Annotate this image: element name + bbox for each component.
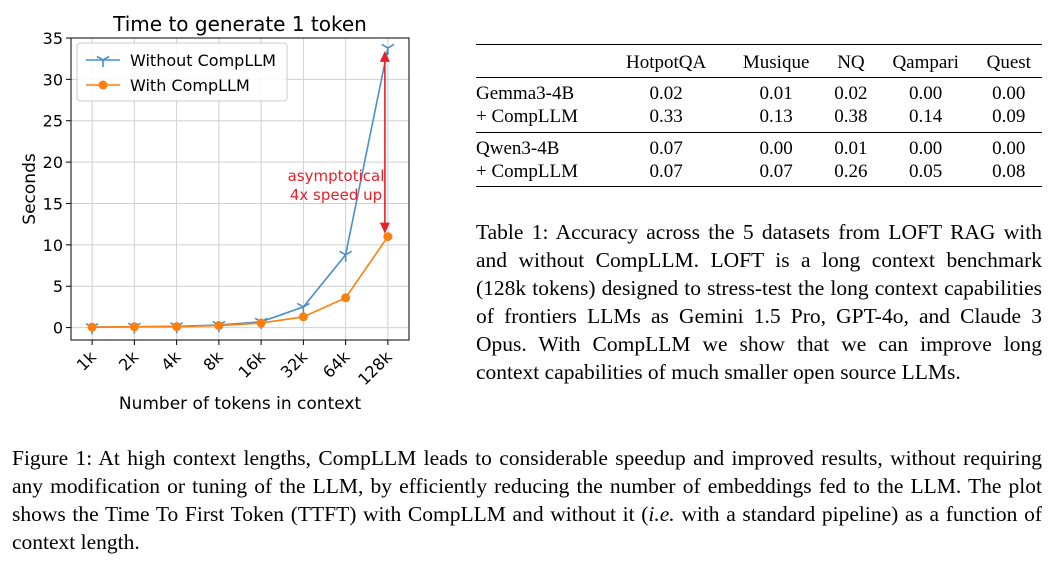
legend-label: Without CompLLM (130, 51, 276, 70)
table-cell: 0.00 (992, 83, 1026, 104)
y-axis-label: Seconds (20, 153, 40, 225)
table-header-cell: Qampari (875, 44, 976, 78)
y-tick-label: 30 (43, 70, 63, 89)
chart-title: Time to generate 1 token (112, 12, 367, 36)
legend-marker (98, 80, 108, 90)
data-point (256, 318, 266, 328)
data-point (172, 322, 182, 332)
table-cell: 0.07 (726, 160, 826, 187)
table-header-cell (476, 44, 606, 78)
data-point (214, 321, 224, 331)
table-cell: 0.00 (875, 132, 976, 160)
figure-caption-text: Figure 1: At high context lengths, CompL… (12, 446, 1042, 526)
table-cell: 0.38 (834, 106, 868, 127)
table-row: Qwen3-4B 0.07 0.00 0.01 0.00 0.00 (476, 132, 1042, 160)
figure-caption-text-end: with a standard pipeline) as a function … (12, 502, 1042, 554)
data-point (129, 322, 139, 332)
model-name-cell: Qwen3-4B (476, 132, 606, 160)
table-cell: 0.00 (726, 132, 826, 160)
table-header-cell: NQ (826, 44, 876, 78)
plot-frame (70, 37, 410, 341)
table-header-cell: Quest (975, 44, 1042, 78)
legend-item: With CompLLM (86, 76, 250, 95)
x-tick-label: 32k (277, 347, 312, 382)
table-header-cell: HotpotQA (606, 44, 727, 78)
y-tick-label: 35 (43, 29, 63, 48)
table-header-row: HotpotQA Musique NQ Qampari Quest (476, 44, 1042, 78)
series-group (85, 43, 395, 335)
table-row: + CompLLM 0.07 0.07 0.26 0.05 0.08 (476, 160, 1042, 187)
x-tick-label: 2k (115, 347, 143, 375)
y-tick-label: 20 (43, 153, 63, 172)
y-tick-label: 10 (43, 236, 63, 255)
x-tick-label: 128k (354, 347, 396, 389)
results-table-container: HotpotQA Musique NQ Qampari Quest Gemma3… (476, 44, 1042, 187)
table-cell: 0.02 (834, 83, 868, 104)
annotation-arrow-head-up (379, 50, 390, 62)
table-header-cell: Musique (726, 44, 826, 78)
model-name-cell: + CompLLM (476, 106, 579, 127)
table-row: + CompLLM 0.33 0.13 0.38 0.14 0.09 (476, 105, 1042, 133)
table-cell: 0.13 (759, 106, 793, 127)
speedup-annotation: asymptotical 4x speed up (288, 50, 390, 234)
x-tick-label: 1k (73, 347, 101, 375)
table-row: Gemma3-4B 0.02 0.01 0.02 0.00 0.00 (476, 78, 1042, 106)
results-table: HotpotQA Musique NQ Qampari Quest Gemma3… (476, 44, 1042, 187)
y-tick-label: 5 (53, 277, 63, 296)
table-caption: Table 1: Accuracy across the 5 datasets … (476, 220, 1042, 384)
legend-item: Without CompLLM (86, 51, 276, 70)
data-point (341, 293, 351, 303)
table-cell: 0.09 (992, 106, 1026, 127)
y-tick-label: 15 (43, 194, 63, 213)
figure-caption-italic: i.e. (648, 502, 675, 526)
y-tick-label: 25 (43, 112, 63, 131)
table-cell: 0.05 (875, 160, 976, 187)
x-tick-label: 8k (200, 347, 228, 375)
x-tick-label: 16k (235, 347, 270, 382)
annotation-line2: 4x speed up (290, 186, 382, 204)
x-axis-label: Number of tokens in context (119, 394, 362, 414)
legend-marker (96, 55, 110, 67)
model-name-cell: + CompLLM (476, 160, 606, 187)
y-tick-label: 0 (53, 319, 63, 338)
table-cell: 0.26 (826, 160, 876, 187)
table-cell: 0.01 (759, 83, 793, 104)
series-line (92, 236, 389, 328)
legend-box (76, 42, 288, 102)
chart-legend: Without CompLLM With CompLLM (76, 42, 288, 102)
table-cell: 0.08 (975, 160, 1042, 187)
legend-label: With CompLLM (130, 76, 250, 95)
series-with-compllm (87, 232, 393, 332)
table-cell: 0.07 (606, 132, 727, 160)
table-cell: 0.00 (909, 83, 943, 104)
table-cell: 0.33 (649, 106, 683, 127)
figure-caption: Figure 1: At high context lengths, CompL… (12, 444, 1042, 556)
table-cell: 0.01 (826, 132, 876, 160)
annotation-arrow-head-down (379, 222, 390, 234)
data-point (381, 43, 395, 55)
table-cell: 0.02 (649, 83, 683, 104)
annotation-line1: asymptotical (288, 167, 385, 185)
data-point (87, 322, 97, 332)
model-name-cell: Gemma3-4B (476, 83, 575, 104)
x-tick-label: 64k (319, 347, 354, 382)
table-cell: 0.14 (909, 106, 943, 127)
table-cell: 0.00 (975, 132, 1042, 160)
y-axis-ticks: 0 5 10 15 20 25 30 35 (43, 29, 71, 338)
data-point (383, 232, 393, 242)
data-point (298, 312, 308, 322)
table-cell: 0.07 (606, 160, 727, 187)
x-tick-label: 4k (157, 347, 185, 375)
x-axis-ticks: 1k 2k 4k 8k 16k 32k 64k 128k (73, 340, 396, 389)
ttft-line-chart: Time to generate 1 token 05101520253035 … (20, 12, 410, 414)
data-point (339, 250, 353, 262)
